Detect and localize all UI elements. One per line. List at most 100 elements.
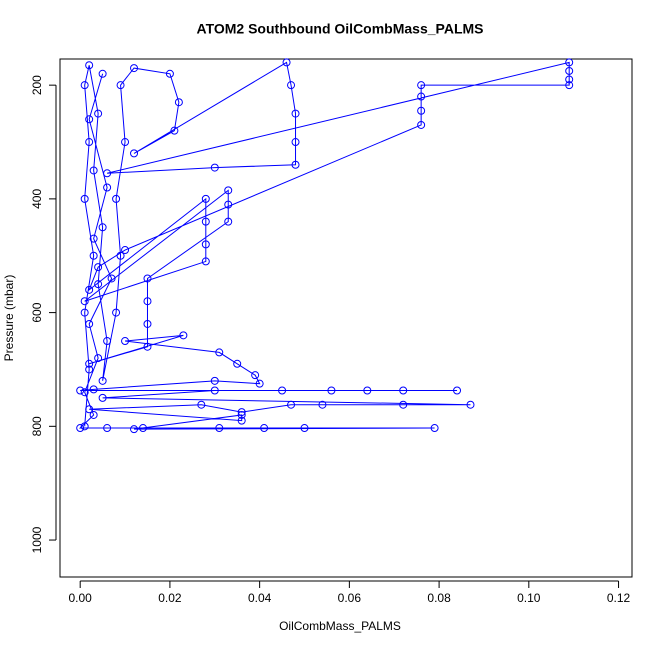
data-point xyxy=(89,166,98,175)
data-point xyxy=(98,223,107,232)
data-point xyxy=(430,424,439,433)
chart-title: ATOM2 Southbound OilCombMass_PALMS xyxy=(197,21,484,37)
data-point xyxy=(453,386,462,395)
data-point xyxy=(287,81,296,90)
data-point xyxy=(85,138,94,147)
data-point xyxy=(80,297,89,306)
data-point xyxy=(85,359,94,368)
data-point xyxy=(94,263,103,272)
data-point xyxy=(85,365,94,374)
data-point xyxy=(165,69,174,78)
data-point xyxy=(112,194,121,203)
y-tick-label: 600 xyxy=(30,302,44,322)
data-point xyxy=(399,386,408,395)
y-tick-label: 1000 xyxy=(30,526,44,553)
data-point xyxy=(76,386,85,395)
data-point xyxy=(85,319,94,328)
data-point xyxy=(121,337,130,346)
x-tick-label: 0.00 xyxy=(69,591,93,605)
data-point xyxy=(174,98,183,107)
data-point xyxy=(116,81,125,90)
data-point xyxy=(417,81,426,90)
y-tick-label: 400 xyxy=(30,189,44,209)
data-point xyxy=(76,424,85,433)
data-point xyxy=(89,251,98,260)
data-point xyxy=(85,61,94,70)
data-point xyxy=(103,183,112,192)
data-point xyxy=(89,410,98,419)
data-point xyxy=(201,240,210,249)
x-tick-label: 0.08 xyxy=(427,591,451,605)
data-point xyxy=(103,337,112,346)
data-point xyxy=(130,64,139,73)
data-point xyxy=(85,285,94,294)
data-point xyxy=(399,400,408,409)
data-point xyxy=(210,376,219,385)
data-point xyxy=(103,424,112,433)
data-point xyxy=(197,400,206,409)
data-point xyxy=(224,186,233,195)
data-point xyxy=(282,58,291,67)
data-point xyxy=(130,149,139,158)
data-point xyxy=(260,424,269,433)
data-line xyxy=(78,61,570,430)
data-point xyxy=(417,92,426,101)
data-point xyxy=(224,217,233,226)
data-point xyxy=(107,274,116,283)
y-axis-label: Pressure (mbar) xyxy=(2,275,16,362)
data-point xyxy=(112,308,121,317)
data-point xyxy=(210,163,219,172)
data-point xyxy=(121,246,130,255)
data-point xyxy=(80,308,89,317)
x-tick-label: 0.04 xyxy=(248,591,272,605)
data-point xyxy=(98,376,107,385)
data-point xyxy=(215,348,224,357)
data-point xyxy=(237,416,246,425)
data-point xyxy=(291,160,300,169)
data-point xyxy=(251,371,260,380)
data-point xyxy=(94,109,103,118)
data-point xyxy=(143,342,152,351)
plot-frame xyxy=(59,58,633,578)
data-point xyxy=(98,393,107,402)
data-point xyxy=(138,424,147,433)
data-point xyxy=(89,234,98,243)
data-point xyxy=(130,425,139,434)
data-point xyxy=(201,194,210,203)
data-point xyxy=(103,169,112,178)
data-point xyxy=(80,388,89,397)
data-point xyxy=(143,297,152,306)
data-point xyxy=(85,115,94,124)
data-point xyxy=(179,331,188,340)
data-point xyxy=(98,69,107,78)
data-point xyxy=(565,58,574,67)
data-point xyxy=(237,408,246,417)
x-axis-label: OilCombMass_PALMS xyxy=(279,619,401,633)
data-point xyxy=(291,138,300,147)
data-point xyxy=(201,257,210,266)
data-point xyxy=(565,81,574,90)
data-point xyxy=(143,319,152,328)
data-point xyxy=(565,66,574,75)
data-point xyxy=(224,200,233,209)
data-point xyxy=(80,422,89,431)
data-point xyxy=(327,386,336,395)
data-point xyxy=(116,251,125,260)
data-point xyxy=(143,274,152,283)
data-point xyxy=(287,400,296,409)
data-point xyxy=(237,410,246,419)
data-point xyxy=(121,138,130,147)
data-point xyxy=(233,359,242,368)
data-point xyxy=(417,120,426,129)
data-point xyxy=(215,424,224,433)
data-point xyxy=(466,400,475,409)
data-point xyxy=(210,386,219,395)
data-point xyxy=(201,217,210,226)
x-tick-label: 0.10 xyxy=(517,591,541,605)
y-tick-label: 200 xyxy=(30,75,44,95)
data-point xyxy=(94,280,103,289)
data-point xyxy=(94,354,103,363)
data-point xyxy=(85,405,94,414)
